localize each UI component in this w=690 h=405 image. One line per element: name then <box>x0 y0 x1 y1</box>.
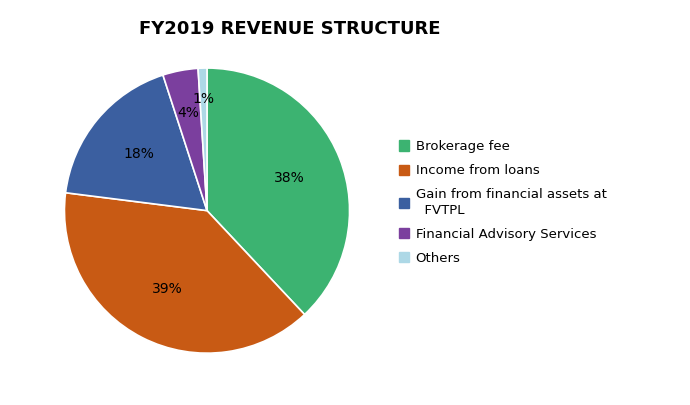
Text: 39%: 39% <box>152 282 182 296</box>
Wedge shape <box>207 68 350 315</box>
Wedge shape <box>66 75 207 211</box>
Wedge shape <box>198 68 207 211</box>
Text: 38%: 38% <box>274 171 304 185</box>
Text: 4%: 4% <box>177 106 199 119</box>
Text: 1%: 1% <box>193 92 215 107</box>
Text: 18%: 18% <box>124 147 155 161</box>
Legend: Brokerage fee, Income from loans, Gain from financial assets at
  FVTPL, Financi: Brokerage fee, Income from loans, Gain f… <box>393 135 612 270</box>
Wedge shape <box>163 68 207 211</box>
Wedge shape <box>64 193 304 353</box>
Text: FY2019 REVENUE STRUCTURE: FY2019 REVENUE STRUCTURE <box>139 20 440 38</box>
